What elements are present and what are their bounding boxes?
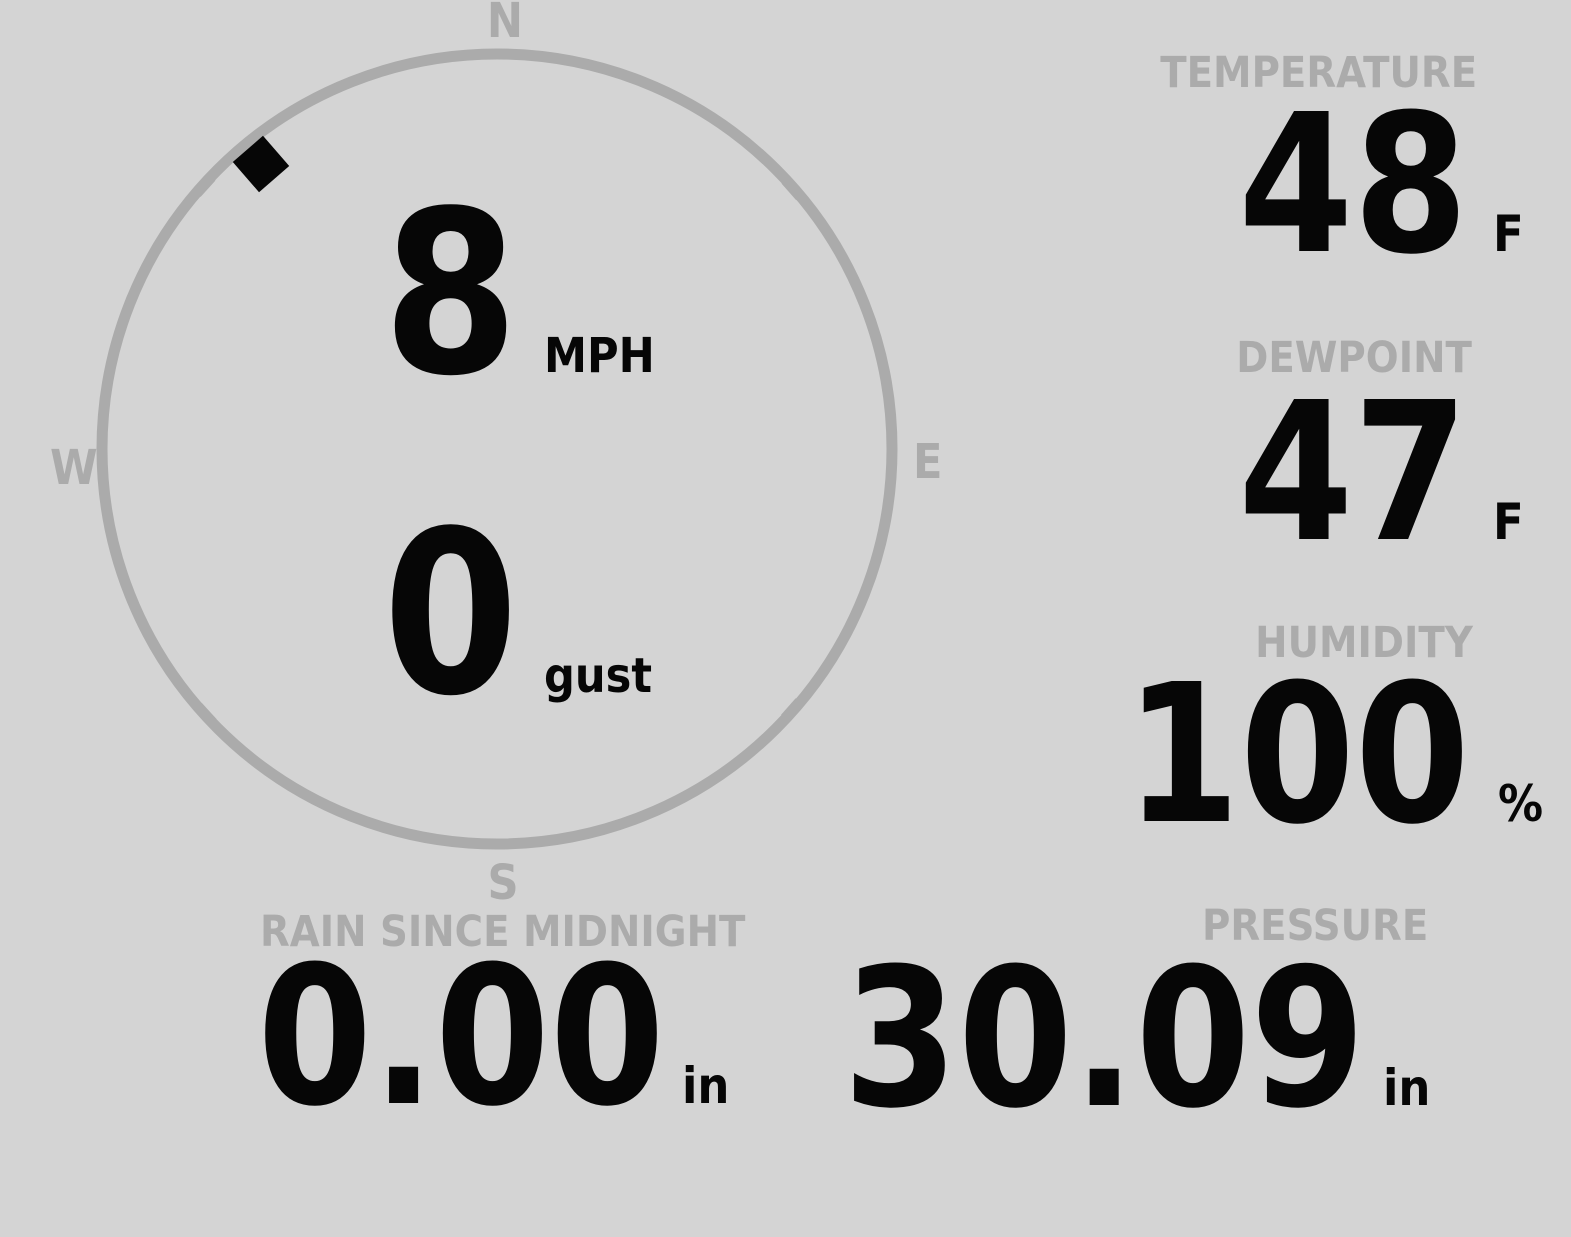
compass-tick-sw (194, 702, 217, 726)
rain-since-midnight-label: RAIN SINCE MIDNIGHT (260, 907, 746, 957)
wind-direction-marker-icon (232, 135, 290, 193)
compass-circle (96, 48, 898, 850)
temperature-value: 48 (1238, 74, 1468, 297)
wind-speed-unit: MPH (544, 328, 656, 384)
compass-label-west: W (50, 440, 98, 496)
wind-speed-value: 8 (383, 163, 519, 426)
wind-compass-gauge (96, 48, 898, 850)
rain-since-midnight-unit: in (682, 1057, 730, 1115)
rain-since-midnight-value-row: 0.00 in (191, 942, 735, 1134)
humidity-value-row: 100 % (1069, 660, 1548, 852)
wind-speed-value-row: 8 MPH (383, 182, 667, 408)
pressure-value-row: 30.09 in (758, 944, 1436, 1136)
humidity-value: 100 (1125, 644, 1470, 867)
wind-gust-value: 0 (383, 483, 519, 746)
wind-gust-unit: gust (544, 648, 653, 704)
pressure-label: PRESSURE (1202, 901, 1429, 951)
pressure-unit: in (1383, 1059, 1431, 1117)
dewpoint-value: 47 (1238, 362, 1468, 585)
compass-label-south: S (487, 855, 519, 911)
humidity-label: HUMIDITY (1255, 618, 1473, 668)
compass-label-east: E (913, 434, 943, 490)
temperature-value-row: 48 F (1201, 90, 1527, 282)
rain-since-midnight-value: 0.00 (256, 926, 665, 1149)
humidity-unit: % (1497, 775, 1543, 833)
dewpoint-value-row: 47 F (1201, 378, 1527, 570)
compass-label-north: N (486, 0, 524, 49)
compass-tick-se (781, 698, 804, 722)
dewpoint-unit: F (1492, 493, 1524, 551)
temperature-label: TEMPERATURE (1160, 48, 1477, 98)
wind-gust-value-row: 0 gust (383, 502, 664, 728)
dewpoint-label: DEWPOINT (1236, 333, 1472, 383)
compass-tick-group (193, 173, 804, 726)
compass-tick-ne (781, 177, 804, 201)
compass-tick-nw (193, 173, 216, 197)
temperature-unit: F (1492, 205, 1524, 263)
pressure-value: 30.09 (842, 928, 1366, 1151)
